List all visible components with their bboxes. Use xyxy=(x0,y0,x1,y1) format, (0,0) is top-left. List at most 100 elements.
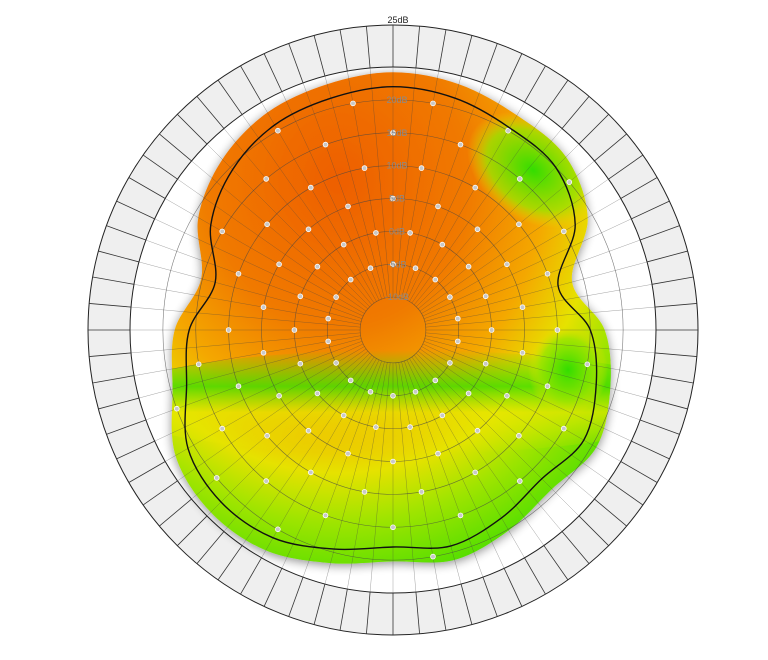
sample-point xyxy=(235,270,242,277)
sample-point xyxy=(504,261,510,268)
sample-point xyxy=(560,425,567,432)
sample-point xyxy=(314,390,321,397)
ring-segment-divider xyxy=(142,154,178,180)
ring-segment-divider xyxy=(438,29,447,72)
grid-spoke xyxy=(418,350,595,500)
grid-spoke xyxy=(398,362,439,590)
sample-point xyxy=(505,127,511,134)
sample-point xyxy=(584,361,591,368)
ring-segment-divider xyxy=(651,276,694,285)
tick-labels: 25dB -10dB -5dB 0dB 5dB 10dB 15dB 20dB xyxy=(385,15,409,302)
sample-point xyxy=(454,315,461,322)
sample-point xyxy=(430,100,436,107)
sample-point xyxy=(225,327,232,333)
ring-segment-divider xyxy=(620,461,658,483)
sample-point xyxy=(367,388,374,395)
grid-spoke xyxy=(281,91,380,301)
grid-spoke xyxy=(191,160,368,310)
grid-spoke xyxy=(401,75,462,299)
grid-spoke xyxy=(241,114,375,304)
sample-point xyxy=(314,263,321,270)
sample-point xyxy=(361,489,368,495)
sample-point xyxy=(457,512,464,519)
ring-segment-divider xyxy=(89,352,132,357)
sample-point xyxy=(297,293,304,300)
grid-spoke xyxy=(191,350,368,500)
sample-point xyxy=(373,230,379,236)
ring-segment-divider xyxy=(92,375,135,384)
series-outline xyxy=(184,85,598,551)
sample-point xyxy=(333,360,339,366)
ring-segment-divider xyxy=(217,545,243,581)
sample-point xyxy=(430,553,436,560)
ring-segment-divider xyxy=(92,276,135,285)
grid-spoke xyxy=(369,362,391,593)
ring-segment-divider xyxy=(116,200,155,220)
ring-segment-divider xyxy=(366,26,371,69)
sample-point xyxy=(390,392,396,399)
ring-segment-divider xyxy=(646,250,688,263)
sample-point xyxy=(474,226,481,233)
grid-spoke xyxy=(419,178,609,312)
ring-segment-divider xyxy=(640,225,680,241)
grid-spoke xyxy=(413,128,563,305)
ring-segment-divider xyxy=(608,480,644,506)
ring-segment-divider xyxy=(561,531,590,564)
grid-spoke xyxy=(409,358,525,558)
grid-spoke xyxy=(223,128,373,305)
grid-spoke xyxy=(419,348,609,482)
sample-point xyxy=(560,228,567,235)
grid-spoke xyxy=(416,353,580,517)
sample-point xyxy=(472,469,479,476)
sample-point xyxy=(333,294,339,300)
grid-spoke xyxy=(421,346,621,462)
ring-segment-divider xyxy=(646,397,688,410)
ring-segment-divider xyxy=(561,96,590,129)
grid-spoke xyxy=(177,348,367,482)
grid-spoke xyxy=(145,341,363,421)
ring-segment-divider xyxy=(503,53,523,92)
ring-segment-divider xyxy=(128,177,166,199)
grid-spoke xyxy=(422,218,632,317)
sample-point xyxy=(325,315,332,322)
sample-point xyxy=(340,412,347,419)
sample-point xyxy=(412,388,419,395)
ring-segment-divider xyxy=(240,557,262,595)
sample-point xyxy=(465,263,472,270)
low-pocket-right xyxy=(528,325,608,415)
ring-segment-divider xyxy=(578,114,609,145)
sample-point xyxy=(350,100,356,107)
sample-point xyxy=(263,478,270,484)
ring-segment-divider xyxy=(543,79,569,115)
sample-point xyxy=(260,304,267,311)
ring-segment-divider xyxy=(524,65,546,103)
sample-point xyxy=(407,424,413,430)
sample-point xyxy=(305,226,312,233)
grid-spoke xyxy=(423,341,641,421)
sample-point xyxy=(504,392,510,399)
sample-point xyxy=(264,221,270,228)
ring-segment-divider xyxy=(159,498,192,527)
sample-point xyxy=(457,141,464,148)
grid-spoke xyxy=(324,75,385,299)
ring-segment-divider xyxy=(288,43,304,83)
ring-segment-divider xyxy=(106,225,146,241)
ring-segment-divider xyxy=(524,557,546,595)
ring-segment-divider xyxy=(651,375,694,384)
ring-segment-divider xyxy=(631,200,670,220)
grid-spoke xyxy=(261,358,377,558)
ring-segment-divider xyxy=(142,480,178,506)
polar-grid xyxy=(130,67,656,593)
ring-segment-divider xyxy=(482,577,498,617)
sample-point xyxy=(347,276,354,283)
sample-point xyxy=(566,179,573,185)
ring-segment-divider xyxy=(503,568,523,607)
ring-segment-divider xyxy=(240,65,262,103)
sample-point xyxy=(276,392,282,399)
sample-point xyxy=(361,165,368,171)
grid-spoke xyxy=(281,359,380,569)
ring-segment-divider xyxy=(339,29,348,72)
grid-spoke xyxy=(416,143,580,307)
ring-segment-divider xyxy=(366,591,371,634)
radial-tick-label: 20dB xyxy=(386,95,407,105)
